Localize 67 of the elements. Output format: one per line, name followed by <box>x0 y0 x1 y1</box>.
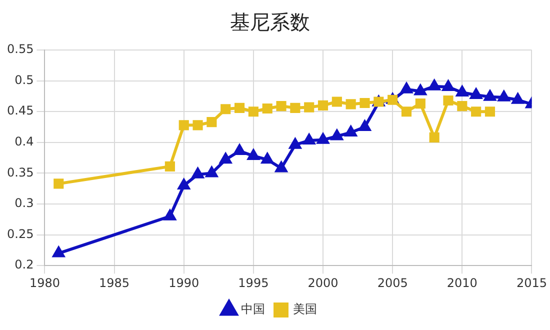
point <box>358 120 371 131</box>
x-tick-label: 2000 <box>308 276 338 290</box>
point <box>429 132 440 143</box>
point <box>248 149 260 160</box>
point <box>275 162 288 172</box>
point <box>206 117 217 128</box>
point <box>400 82 412 94</box>
legend-label: 美国 <box>293 302 317 316</box>
point <box>276 101 286 112</box>
point <box>456 86 468 97</box>
x-tick-label: 1990 <box>168 276 200 290</box>
point <box>360 98 370 108</box>
point <box>303 134 315 145</box>
y-tick-label: 0.3 <box>14 196 34 210</box>
chart-title: 基尼系数 <box>230 10 310 34</box>
point <box>54 178 64 189</box>
point <box>178 179 190 190</box>
point <box>415 98 426 109</box>
point <box>262 103 272 114</box>
point <box>317 133 329 144</box>
x-tick-label: 1985 <box>99 276 130 290</box>
x-tick-label: 2010 <box>446 276 478 290</box>
y-tick-label: 0.55 <box>7 42 34 56</box>
point <box>442 80 454 91</box>
point <box>498 90 510 102</box>
x-tick-label: 2015 <box>516 276 548 290</box>
point <box>470 88 482 99</box>
point <box>52 246 64 258</box>
point <box>471 106 482 117</box>
y-tick-label: 0.4 <box>14 134 34 149</box>
point <box>248 106 258 117</box>
point <box>289 138 302 149</box>
x-tick-label: 1980 <box>29 276 60 290</box>
point <box>164 161 175 172</box>
point <box>457 101 468 112</box>
point <box>318 100 328 110</box>
point <box>220 104 231 114</box>
point <box>192 120 203 130</box>
point <box>220 153 232 164</box>
point <box>192 168 204 178</box>
point <box>512 93 524 104</box>
y-tick-label: 0.2 <box>14 258 34 272</box>
point <box>262 153 274 164</box>
y-tick-label: 0.45 <box>7 104 34 118</box>
point <box>206 166 218 178</box>
y-tick-label: 0.25 <box>7 226 34 241</box>
point <box>414 84 426 96</box>
point <box>234 144 246 156</box>
point <box>332 96 342 107</box>
point <box>164 210 176 220</box>
y-tick-label: 0.35 <box>7 165 34 180</box>
point <box>443 95 454 106</box>
point <box>178 120 189 130</box>
point <box>428 80 440 90</box>
point <box>401 106 412 117</box>
point <box>484 106 496 117</box>
point <box>346 99 356 110</box>
y-tick-label: 0.5 <box>14 72 34 87</box>
point <box>345 126 357 137</box>
x-tick-label: 2005 <box>377 276 408 290</box>
point <box>234 102 245 113</box>
point <box>290 102 300 113</box>
x-tick-label: 1995 <box>238 276 269 290</box>
point <box>304 102 314 112</box>
legend-label: 中国 <box>241 302 265 316</box>
point <box>484 90 496 101</box>
point <box>331 130 343 140</box>
